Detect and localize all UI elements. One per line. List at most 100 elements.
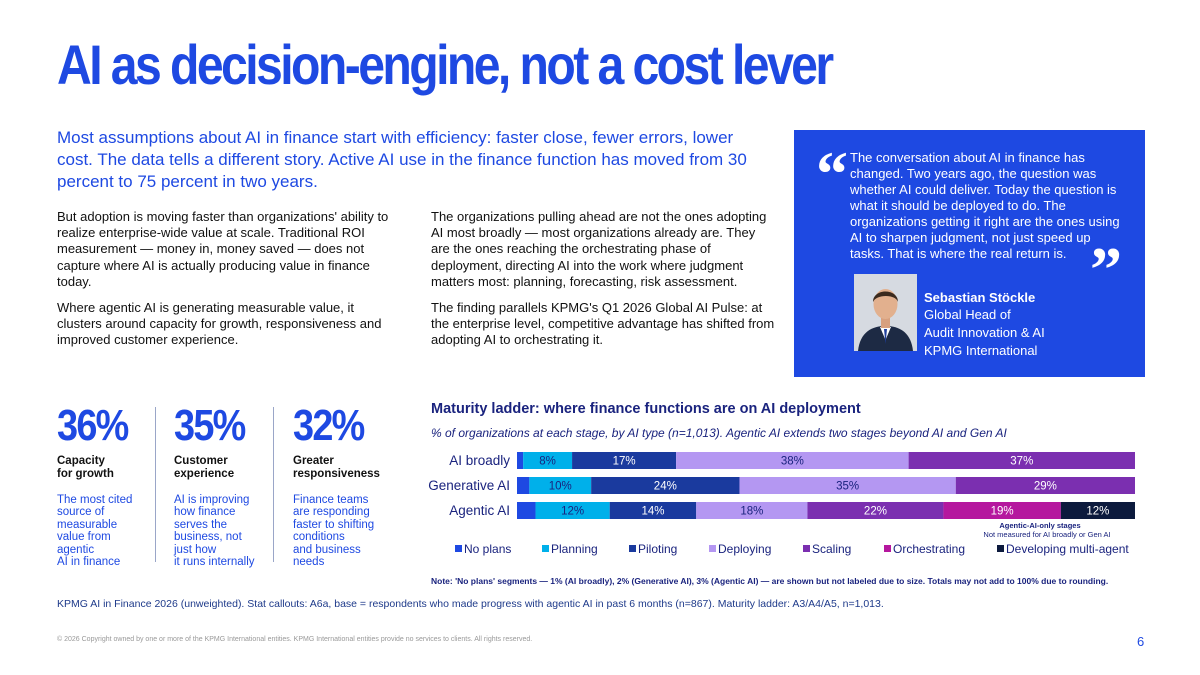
stat-desc-line: faster to shifting xyxy=(293,518,375,531)
copyright: © 2026 Copyright owned by one or more of… xyxy=(57,636,533,643)
stat-desc-line: conditions xyxy=(293,531,345,544)
data-label: 29% xyxy=(1034,481,1057,493)
bar-segment xyxy=(696,502,808,519)
data-label: 38% xyxy=(781,456,804,468)
category-label: AI broadly xyxy=(449,453,510,468)
data-label: 14% xyxy=(641,506,664,518)
data-label: 17% xyxy=(613,456,636,468)
stat-label: Customer experience xyxy=(174,455,284,481)
bar-segment xyxy=(807,502,944,519)
person-portrait-icon xyxy=(854,274,917,351)
bar-segment xyxy=(908,452,1135,469)
legend-label: No plans xyxy=(464,542,511,556)
stat-desc-line: agentic xyxy=(57,543,95,556)
legend-label: Deploying xyxy=(718,542,771,556)
stat-desc-line: just how xyxy=(174,543,217,556)
chart-note: Note: 'No plans' segments — 1% (AI broad… xyxy=(431,576,1109,586)
stat-value: 35% xyxy=(174,401,246,450)
stat-desc-line: are responding xyxy=(293,506,370,519)
speaker-role-line: Global Head of xyxy=(924,307,1011,322)
legend-swatch xyxy=(629,545,636,552)
stat-desc-line: serves the xyxy=(174,518,228,531)
data-label: 24% xyxy=(654,481,677,493)
legend-label: Planning xyxy=(551,542,598,556)
close-quote-icon: ” xyxy=(1090,234,1122,305)
quote-text: The conversation about AI in finance has… xyxy=(850,150,1120,261)
bar-segment xyxy=(943,502,1061,519)
stat-label: Greater responsiveness xyxy=(293,455,403,481)
stat-label-line: for growth xyxy=(57,468,114,480)
bar-segment xyxy=(517,502,536,519)
stat-value: 36% xyxy=(57,401,129,450)
stat-desc-line: needs xyxy=(293,556,325,569)
stat-desc-line: Finance teams xyxy=(293,494,369,506)
chart-title: Maturity ladder: where finance functions… xyxy=(431,401,861,417)
bar-segment xyxy=(955,477,1135,494)
legend-label: Developing multi-agent xyxy=(1006,542,1129,556)
stat-desc-line: AI is improving xyxy=(174,494,250,506)
data-label: 19% xyxy=(991,506,1014,518)
speaker-photo xyxy=(854,274,917,351)
stat-value: 32% xyxy=(293,401,365,450)
bar-segment xyxy=(523,452,573,469)
annotation-title: Agentic-AI-only stages xyxy=(999,521,1080,530)
stat-divider xyxy=(155,407,156,562)
stat-description: Finance teams are responding faster to s… xyxy=(293,494,403,568)
legend-swatch xyxy=(709,545,716,552)
stat-desc-line: The most cited xyxy=(57,494,133,506)
stat-capacity-for-growth: 36% Capacity for growth The most cited s… xyxy=(57,401,167,569)
page-title: AI as decision-engine, not a cost lever xyxy=(57,33,834,96)
speaker-role-line: Audit Innovation & AI xyxy=(924,325,1045,340)
legend-swatch xyxy=(542,545,549,552)
legend-swatch xyxy=(455,545,462,552)
stat-desc-line: how finance xyxy=(174,506,236,519)
body-right-paragraph-1: The organizations pulling ahead are not … xyxy=(431,209,767,289)
category-label: Generative AI xyxy=(428,478,510,493)
stat-customer-experience: 35% Customer experience AI is improving … xyxy=(174,401,284,569)
stat-desc-line: value from xyxy=(57,531,111,544)
stat-desc-line: business, not xyxy=(174,531,242,544)
annotation-text: Not measured for AI broadly or Gen AI xyxy=(983,530,1110,539)
bar-segment xyxy=(609,502,697,519)
data-label: 8% xyxy=(539,456,556,468)
body-right-paragraph-2: The finding parallels KPMG's Q1 2026 Glo… xyxy=(431,300,775,348)
body-column-right: The organizations pulling ahead are not … xyxy=(431,209,776,359)
legend-swatch xyxy=(997,545,1004,552)
open-quote-icon: “ xyxy=(816,138,848,209)
source-line: KPMG AI in Finance 2026 (unweighted). St… xyxy=(57,598,884,610)
stat-label-line: Customer xyxy=(174,455,228,467)
lede-paragraph: Most assumptions about AI in finance sta… xyxy=(57,128,747,191)
data-label: 22% xyxy=(864,506,887,518)
data-label: 12% xyxy=(561,506,584,518)
bar-segment xyxy=(1060,502,1135,519)
stat-description: AI is improving how finance serves the b… xyxy=(174,494,284,568)
stat-label-line: Greater xyxy=(293,455,334,467)
legend-swatch xyxy=(803,545,810,552)
stat-greater-responsiveness: 32% Greater responsiveness Finance teams… xyxy=(293,401,403,569)
bar-segment xyxy=(676,452,909,469)
legend-swatch xyxy=(884,545,891,552)
stat-desc-line: measurable xyxy=(57,518,118,531)
bar-segment xyxy=(535,502,610,519)
page-number: 6 xyxy=(1137,634,1145,649)
legend-label: Piloting xyxy=(638,542,677,556)
speaker-role-line: KPMG International xyxy=(924,343,1038,358)
speaker-role: Global Head of Audit Innovation & AI KPM… xyxy=(924,306,1045,360)
speaker-name: Sebastian Stöckle xyxy=(924,290,1036,305)
data-label: 18% xyxy=(740,506,763,518)
body-left-paragraph-2: Where agentic AI is generating measurabl… xyxy=(57,300,382,348)
stat-label: Capacity for growth xyxy=(57,455,167,481)
data-label: 37% xyxy=(1010,456,1033,468)
bar-segment xyxy=(591,477,740,494)
stat-label-line: responsiveness xyxy=(293,468,380,480)
stat-description: The most cited source of measurable valu… xyxy=(57,494,167,568)
stat-divider xyxy=(273,407,274,562)
bar-segment xyxy=(517,477,530,494)
stat-desc-line: and business xyxy=(293,543,361,556)
legend-label: Orchestrating xyxy=(893,542,965,556)
stat-desc-line: AI in finance xyxy=(57,556,121,569)
body-left-paragraph-1: But adoption is moving faster than organ… xyxy=(57,209,389,289)
category-label: Agentic AI xyxy=(449,503,510,518)
legend-label: Scaling xyxy=(812,542,851,556)
